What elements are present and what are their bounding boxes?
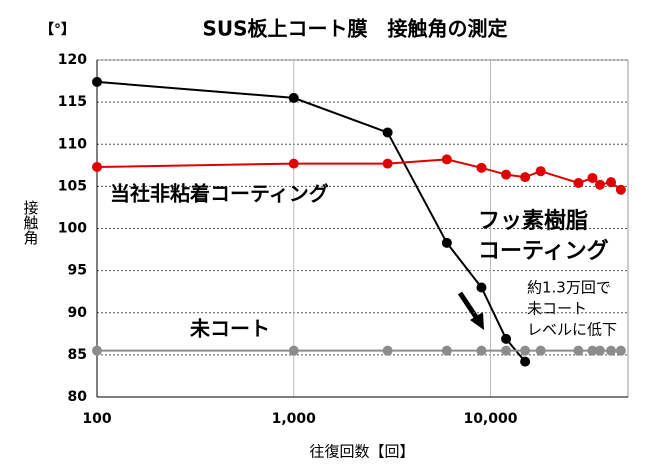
y-tick-label: 100 [58,221,87,237]
data-point [587,345,598,356]
data-point [476,162,487,173]
y-axis-title: 接触角 [22,200,40,246]
data-point [520,356,531,367]
data-point [382,158,393,169]
data-point [606,345,617,356]
y-tick-label: 90 [68,305,88,321]
annotation: レベルに低下 [527,321,617,339]
data-point [587,172,598,183]
data-point [288,345,299,356]
y-tick-label: 85 [68,347,87,363]
data-point [573,178,584,189]
y-tick-label: 120 [58,52,87,68]
arrow [457,291,479,319]
series-label: フッ素樹脂 [478,208,588,234]
data-point [615,184,626,195]
y-tick-label: 110 [58,136,87,152]
x-tick-label: 10,000 [463,411,517,427]
y-tick-label: 105 [58,178,87,194]
data-point [288,92,299,103]
y-unit: 【°】 [40,22,75,38]
data-point [92,161,102,172]
data-point [573,345,584,356]
data-point [520,345,531,356]
x-axis-title: 往復回数【回】 [309,443,414,461]
data-point [476,345,487,356]
x-tick-label: 1,000 [272,411,317,427]
data-point [535,166,546,177]
y-tick-label: 95 [68,263,87,279]
data-point [520,172,531,183]
series-label: コーティング [478,238,609,264]
data-point [441,237,452,248]
data-point [92,345,102,356]
data-point [501,333,512,344]
data-point [501,169,512,180]
arrow-head [470,312,484,330]
series-line [96,80,526,363]
data-point [382,345,393,356]
chart-title: SUS板上コート膜 接触角の測定 [202,17,507,41]
data-point [615,345,626,356]
annotation: 約1.3万回で [527,279,611,297]
series-label: 当社非粘着コーティング [110,182,329,206]
data-point [441,154,452,165]
data-point [606,177,617,188]
data-point [288,158,299,169]
data-point [535,345,546,356]
y-tick-label: 80 [68,389,88,405]
data-point [92,76,102,87]
data-point [501,345,512,356]
data-point [594,179,605,190]
y-tick-label: 115 [58,94,87,110]
series-label: 未コート [190,317,270,341]
annotation: 未コート [527,300,587,318]
data-point [594,345,605,356]
data-point [441,345,452,356]
data-point [476,282,487,293]
data-point [382,127,393,138]
x-tick-label: 100 [82,411,111,427]
